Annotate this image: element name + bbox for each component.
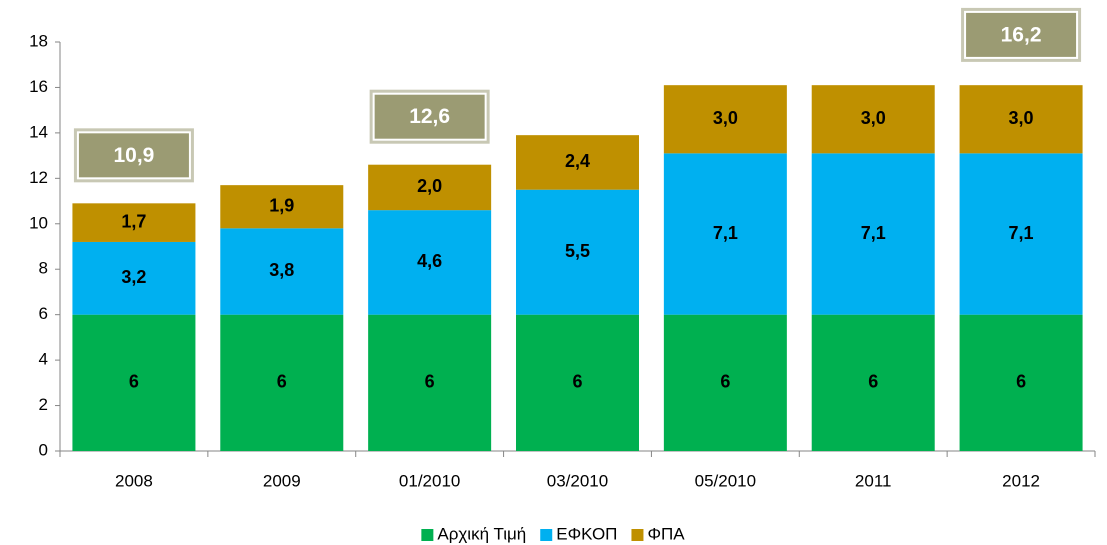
bar-segment — [368, 210, 492, 315]
annotation-label: 16,2 — [1001, 23, 1042, 46]
data-label: 7,1 — [861, 223, 886, 243]
bar-segment — [516, 135, 639, 190]
x-tick-label: 2009 — [263, 471, 301, 490]
bar-segment — [663, 314, 787, 451]
data-label: 2,0 — [417, 176, 442, 196]
data-label: 6 — [572, 372, 582, 392]
legend-swatch — [421, 529, 434, 541]
y-tick-label: 12 — [29, 168, 48, 187]
data-label: 3,0 — [1009, 108, 1034, 128]
bar-segment — [72, 314, 196, 451]
y-tick-label: 10 — [29, 213, 48, 232]
bar-segment — [959, 153, 1083, 315]
annotation-inner — [372, 92, 487, 141]
legend-label: ΦΠΑ — [647, 524, 685, 543]
bar-segment — [811, 153, 935, 315]
bar-segment — [811, 314, 935, 451]
bar-segment — [516, 314, 639, 451]
data-label: 2,4 — [565, 151, 590, 171]
bar-segment — [72, 241, 196, 315]
annotation-inner — [964, 10, 1079, 59]
y-tick-label: 16 — [29, 77, 48, 96]
data-label: 1,7 — [121, 211, 146, 231]
y-tick-label: 4 — [39, 350, 48, 369]
data-label: 4,6 — [417, 251, 442, 271]
legend-label: ΕΦΚΟΠ — [556, 524, 617, 543]
data-label: 5,5 — [565, 241, 590, 261]
y-tick-label: 0 — [39, 440, 48, 459]
data-label: 3,0 — [713, 108, 738, 128]
data-label: 1,9 — [269, 195, 294, 215]
bar-segment — [959, 314, 1083, 451]
x-tick-label: 2012 — [1002, 471, 1040, 490]
bar-segment — [220, 228, 344, 315]
y-tick-label: 8 — [39, 259, 48, 278]
bar-segment — [220, 314, 344, 451]
x-tick-label: 2011 — [855, 471, 892, 490]
bar-segment — [220, 185, 344, 229]
bar-segment — [72, 203, 196, 242]
data-label: 3,2 — [121, 267, 146, 287]
data-label: 6 — [129, 372, 139, 392]
annotation-inner — [76, 131, 191, 180]
bar-segment — [368, 314, 492, 451]
annotation-label: 10,9 — [113, 144, 154, 167]
bar-segment — [811, 85, 935, 154]
data-label: 7,1 — [713, 223, 738, 243]
annotation-label: 12,6 — [409, 105, 450, 128]
data-label: 7,1 — [1009, 223, 1034, 243]
data-label: 6 — [1016, 372, 1026, 392]
bar-segment — [368, 164, 492, 211]
bar-segment — [516, 189, 639, 315]
data-label: 6 — [277, 372, 287, 392]
x-tick-label: 03/2010 — [547, 471, 608, 490]
y-tick-label: 18 — [29, 31, 48, 50]
bar-segment — [663, 153, 787, 315]
data-label: 3,8 — [269, 260, 294, 280]
x-tick-label: 05/2010 — [695, 471, 756, 490]
legend-label: Αρχική Τιμή — [437, 524, 526, 543]
x-tick-label: 2008 — [115, 471, 153, 490]
y-tick-label: 6 — [39, 304, 48, 323]
data-label: 6 — [425, 372, 435, 392]
y-tick-label: 2 — [39, 395, 48, 414]
bar-segment — [663, 85, 787, 154]
legend: Αρχική Τιμή ΕΦΚΟΠ ΦΠΑ — [421, 524, 685, 543]
y-tick-label: 14 — [29, 122, 48, 141]
data-label: 6 — [720, 372, 730, 392]
data-label: 3,0 — [861, 108, 886, 128]
data-label: 6 — [868, 372, 878, 392]
legend-swatch — [631, 529, 644, 541]
bar-segment — [959, 85, 1083, 154]
x-tick-label: 01/2010 — [399, 471, 460, 490]
legend-swatch — [540, 529, 553, 541]
